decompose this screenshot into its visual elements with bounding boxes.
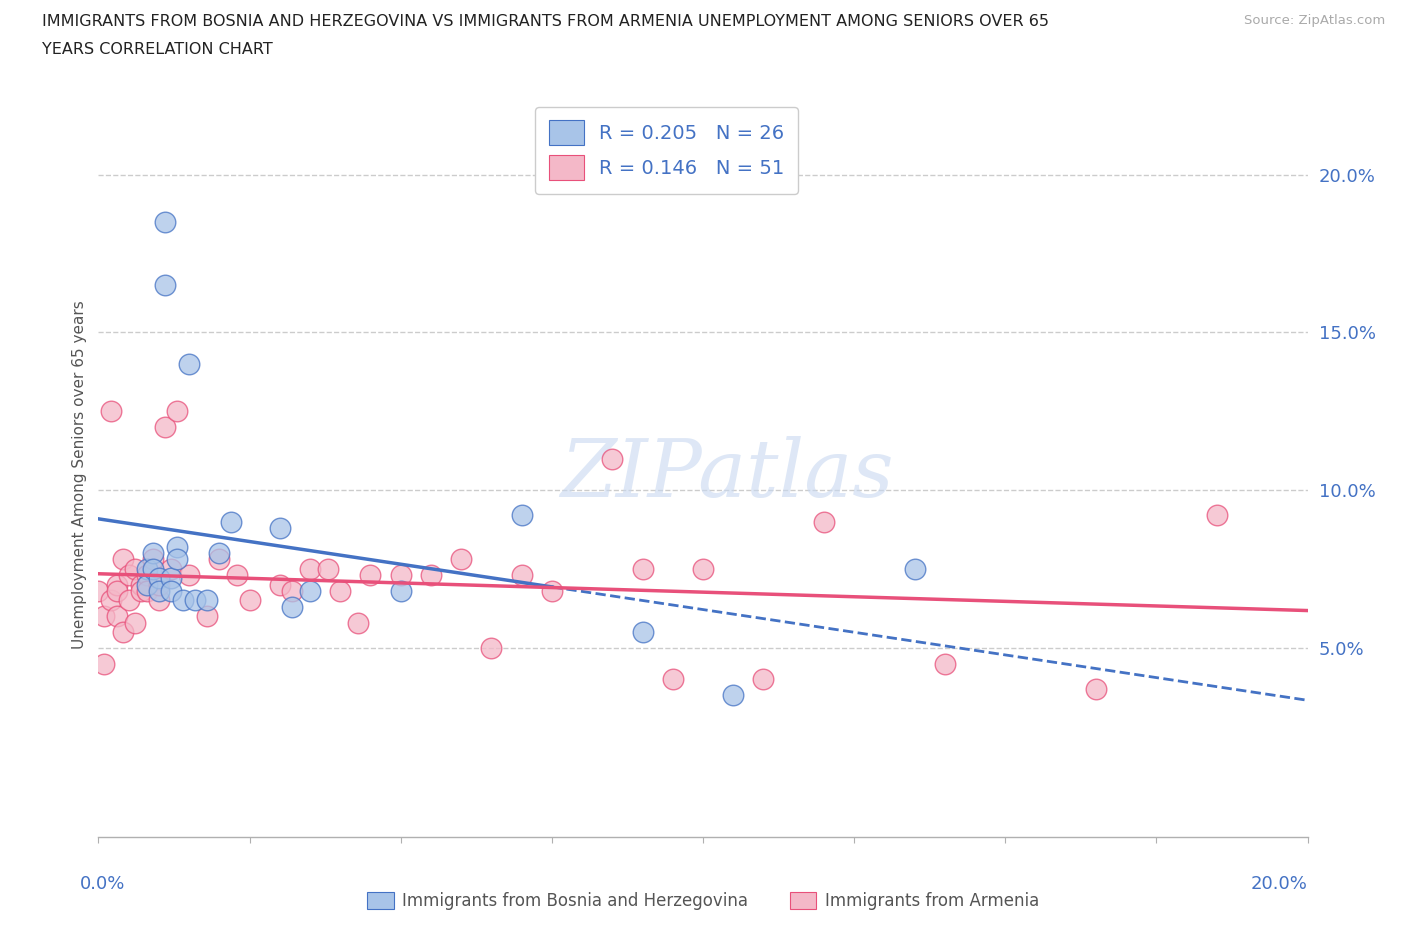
Point [221,514,243,529]
Text: IMMIGRANTS FROM BOSNIA AND HERZEGOVINA VS IMMIGRANTS FROM ARMENIA UNEMPLOYMENT A: IMMIGRANTS FROM BOSNIA AND HERZEGOVINA V… [42,14,1049,29]
Point [208,552,231,567]
Point [540,583,562,598]
Point [179,356,201,371]
Point [153,215,176,230]
Point [904,562,927,577]
Point [124,562,146,577]
Text: 20.0%: 20.0% [1251,875,1308,893]
Point [100,404,122,418]
Text: ZIPatlas: ZIPatlas [561,435,894,513]
Point [142,562,165,577]
Point [281,599,304,614]
Point [142,552,165,567]
Point [631,625,654,640]
Point [166,539,188,554]
Point [208,546,231,561]
Point [389,568,412,583]
Point [723,687,745,702]
Point [692,562,714,577]
Point [813,514,835,529]
Point [100,593,122,608]
Point [129,578,152,592]
Point [93,609,115,624]
Point [661,671,683,686]
Point [105,609,128,624]
Point [299,583,322,598]
Legend: Immigrants from Bosnia and Herzegovina, Immigrants from Armenia: Immigrants from Bosnia and Herzegovina, … [360,885,1046,917]
Point [135,562,157,577]
Point [1206,508,1229,523]
Point [160,562,183,577]
Point [281,583,304,598]
Point [179,568,201,583]
Point [135,583,157,598]
Point [166,404,188,418]
Point [510,568,533,583]
Point [87,583,110,598]
Y-axis label: Unemployment Among Seniors over 65 years: Unemployment Among Seniors over 65 years [72,300,87,649]
Point [752,671,775,686]
Point [135,578,157,592]
Point [135,568,157,583]
Text: Source: ZipAtlas.com: Source: ZipAtlas.com [1244,14,1385,27]
Point [184,593,207,608]
Point [195,609,218,624]
Point [166,552,188,567]
Point [347,615,370,630]
Point [148,571,170,586]
Point [299,562,322,577]
Point [93,656,115,671]
Point [360,568,382,583]
Point [269,578,291,592]
Point [148,593,170,608]
Point [118,568,141,583]
Point [239,593,262,608]
Point [148,578,170,592]
Point [148,583,170,598]
Point [316,562,339,577]
Point [142,546,165,561]
Point [160,571,183,586]
Point [160,583,183,598]
Point [329,583,352,598]
Point [153,278,176,293]
Point [153,419,176,434]
Point [111,625,134,640]
Point [934,656,956,671]
Point [118,593,141,608]
Text: YEARS CORRELATION CHART: YEARS CORRELATION CHART [42,42,273,57]
Point [226,568,249,583]
Point [1085,682,1108,697]
Legend: R = 0.205   N = 26, R = 0.146   N = 51: R = 0.205 N = 26, R = 0.146 N = 51 [536,107,799,193]
Point [631,562,654,577]
Point [105,578,128,592]
Point [602,451,624,466]
Text: 0.0%: 0.0% [80,875,125,893]
Point [420,568,443,583]
Point [450,552,472,567]
Point [129,583,152,598]
Point [389,583,412,598]
Point [124,615,146,630]
Point [481,641,503,656]
Point [269,521,291,536]
Point [105,583,128,598]
Point [510,508,533,523]
Point [172,593,194,608]
Point [195,593,218,608]
Point [111,552,134,567]
